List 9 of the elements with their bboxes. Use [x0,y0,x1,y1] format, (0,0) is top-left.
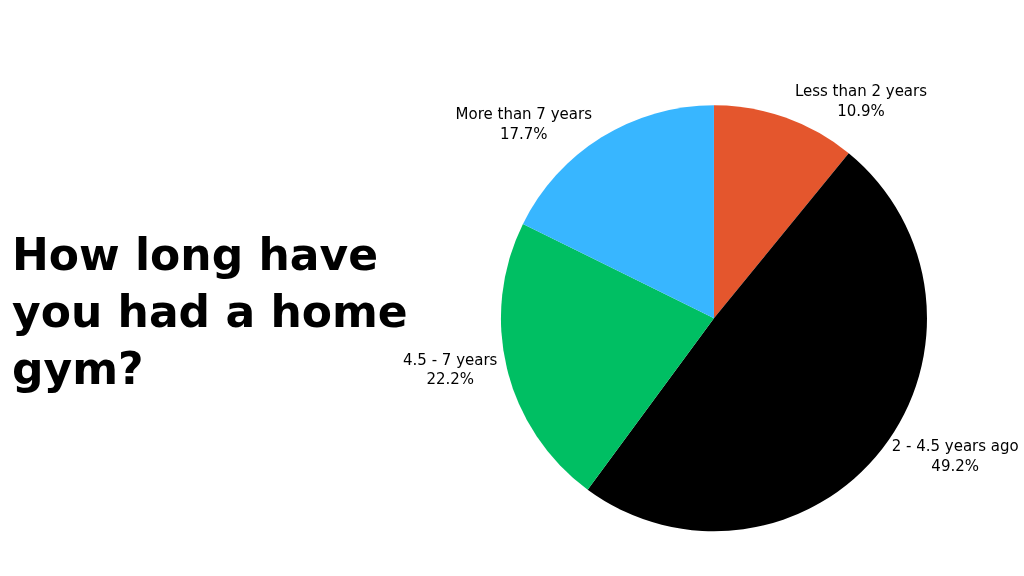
slice-label: 2 - 4.5 years ago [891,437,1019,456]
data-label: 17.7% [499,124,548,143]
data-label: 10.9% [837,101,885,120]
slice-label: More than 7 years [455,105,593,124]
slice-label: Less than 2 years [794,82,928,101]
pie-slice [501,223,714,490]
data-label: 22.2% [426,370,475,389]
slice-label: 4.5 - 7 years [403,350,498,369]
data-label: 49.2% [931,456,980,475]
